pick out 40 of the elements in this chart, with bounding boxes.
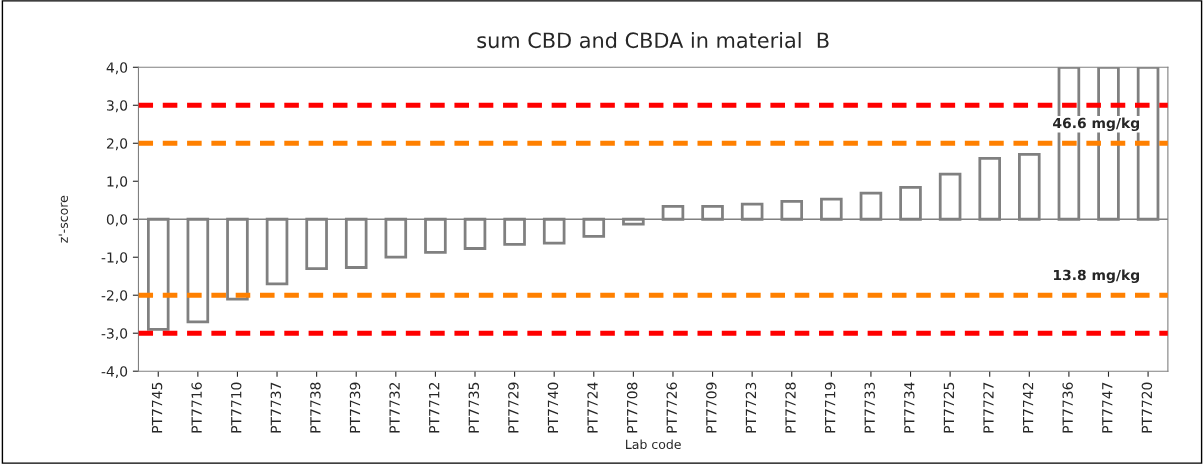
y-axis-title: z'-score: [58, 195, 68, 243]
x-axis-title: Lab code: [626, 439, 681, 450]
annotation: 46.6 mg/kg: [1053, 117, 1139, 132]
x-tick-label: PT7719: [824, 382, 836, 433]
x-tick-label: PT7723: [745, 382, 757, 433]
x-tick-label: PT7733: [864, 382, 875, 433]
x-tick-label: PT7712: [428, 383, 440, 433]
y-tick-label: 0,0: [106, 214, 128, 227]
annotation: 13.8 mg/kg: [1053, 269, 1139, 283]
x-tick-label: PT7720: [1141, 382, 1153, 433]
x-tick-label: PT7710: [230, 382, 242, 433]
x-tick-label: PT7725: [943, 382, 955, 433]
y-tick-label: 2,0: [106, 138, 128, 151]
x-tick-label: PT7745: [151, 382, 163, 433]
x-tick-label: PT7735: [468, 382, 480, 433]
x-tick-label: PT7738: [310, 382, 321, 433]
y-tick-label: -4,0: [101, 366, 128, 379]
x-tick-label: PT7724: [587, 382, 598, 433]
x-tick-label: PT7729: [508, 382, 519, 433]
y-tick-label: -2,0: [101, 290, 128, 303]
x-tick-label: PT7734: [904, 382, 915, 433]
x-tick-label: PT7728: [785, 382, 796, 433]
x-tick-label: PT7732: [389, 383, 400, 433]
x-tick-label: PT7739: [349, 382, 361, 433]
x-tick-label: PT7716: [191, 382, 202, 433]
x-tick-label: PT7726: [666, 382, 677, 433]
y-tick-label: 4,0: [106, 62, 128, 75]
chart-title: sum CBD and CBDA in material B: [477, 32, 829, 49]
y-tick-label: 3,0: [107, 100, 128, 113]
x-tick-label: PT7708: [626, 382, 638, 433]
x-tick-label: PT7709: [706, 382, 717, 433]
y-tick-label: 1,0: [107, 176, 128, 189]
x-tick-label: PT7737: [270, 382, 282, 433]
x-tick-label: PT7747: [1102, 382, 1113, 433]
y-tick-label: -3,0: [101, 328, 128, 341]
x-tick-label: PT7727: [983, 382, 994, 433]
x-tick-label: PT7740: [547, 382, 559, 433]
x-tick-label: PT7742: [1022, 383, 1034, 433]
x-tick-label: PT7736: [1062, 382, 1073, 433]
y-tick-label: -1,0: [101, 252, 128, 265]
